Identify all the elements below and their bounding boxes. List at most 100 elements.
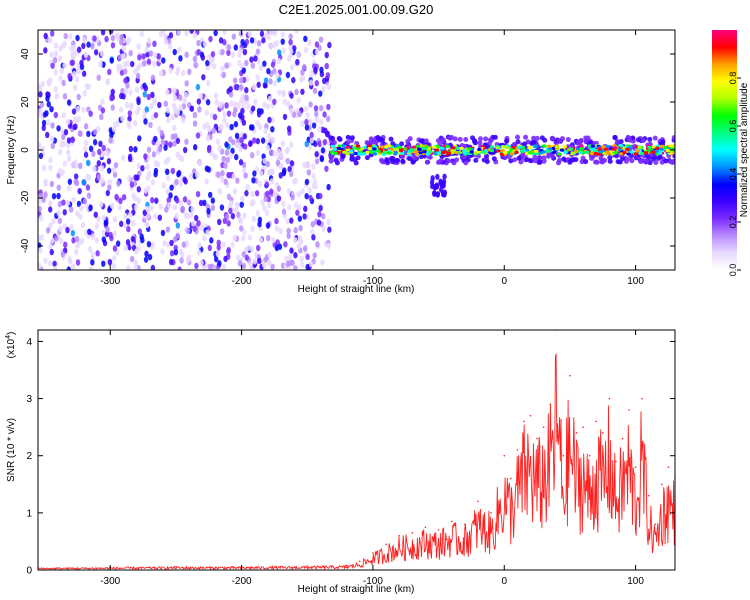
- heatmap-cell: [267, 251, 272, 258]
- heatmap-cell: [71, 196, 76, 204]
- heatmap-cell: [172, 140, 177, 147]
- heatmap-cell: [318, 90, 323, 97]
- heatmap-cell: [248, 140, 253, 147]
- heatmap-cell: [215, 250, 221, 258]
- heatmap-cell: [272, 98, 277, 106]
- heatmap-cell: [62, 209, 67, 216]
- heatmap-cell: [86, 192, 92, 199]
- heatmap-cell: [561, 156, 567, 162]
- snr-point: [569, 374, 571, 377]
- heatmap-cell: [326, 218, 331, 226]
- heatmap-cell: [75, 105, 81, 113]
- heatmap-cell: [45, 131, 50, 139]
- heatmap-cell: [255, 137, 261, 145]
- heatmap-cell: [320, 259, 325, 266]
- heatmap-cell: [66, 137, 72, 144]
- heatmap-cell: [157, 214, 163, 221]
- heatmap-cell: [107, 258, 113, 266]
- heatmap-cell: [297, 215, 303, 222]
- heatmap-cell: [38, 108, 43, 115]
- heatmap-cell: [435, 191, 441, 198]
- heatmap-cell: [304, 124, 310, 131]
- heatmap-cell: [255, 48, 261, 55]
- heatmap-cell: [52, 260, 57, 267]
- heatmap-cell: [139, 233, 144, 240]
- heatmap-cell: [313, 67, 318, 74]
- heatmap-cell: [114, 193, 119, 201]
- heatmap-cell: [663, 158, 669, 164]
- heatmap-cell: [144, 221, 150, 228]
- heatmap-cell: [270, 263, 275, 270]
- heatmap-cell: [199, 224, 205, 232]
- heatmap-cell: [533, 149, 539, 153]
- heatmap-cell: [299, 261, 305, 268]
- heatmap-cell: [118, 106, 124, 113]
- heatmap-cell: [446, 151, 452, 155]
- heatmap-cell: [48, 156, 53, 164]
- heatmap-cell: [66, 149, 71, 156]
- heatmap-cell: [41, 164, 47, 172]
- heatmap-cell: [489, 149, 495, 153]
- heatmap-cell: [210, 197, 216, 204]
- heatmap-cell: [101, 229, 106, 237]
- heatmap-cell: [311, 163, 316, 170]
- heatmap-cell: [614, 150, 619, 155]
- heatmap-cell: [70, 59, 76, 66]
- heatmap-cell: [579, 159, 585, 165]
- heatmap-cell: [67, 72, 72, 80]
- heatmap-cell: [317, 140, 322, 148]
- heatmap-cell: [175, 69, 180, 76]
- heatmap-cell: [285, 146, 291, 154]
- heatmap-cell: [508, 158, 514, 164]
- heatmap-cell: [318, 192, 323, 200]
- heatmap-cell: [112, 216, 117, 223]
- heatmap-cell: [146, 240, 152, 248]
- snr-point: [562, 454, 565, 457]
- heatmap-cell: [226, 246, 231, 254]
- heatmap-cell: [198, 93, 203, 100]
- heatmap-cell: [67, 255, 72, 263]
- heatmap-cell: [296, 50, 301, 58]
- heatmap-cell: [311, 234, 316, 241]
- heatmap-cell: [85, 159, 91, 167]
- heatmap-cell: [168, 32, 174, 39]
- heatmap-cell: [221, 263, 227, 270]
- heatmap-cell: [48, 222, 53, 229]
- heatmap-cell: [123, 212, 128, 220]
- heatmap-cell: [38, 143, 42, 150]
- heatmap-cell: [101, 144, 106, 152]
- heatmap-cell: [82, 89, 87, 97]
- spectrogram-ytick-label: 40: [20, 48, 31, 60]
- heatmap-cell: [100, 107, 106, 114]
- heatmap-cell: [57, 55, 63, 62]
- heatmap-cell: [319, 66, 324, 74]
- heatmap-cell: [250, 105, 256, 112]
- heatmap-cell: [272, 80, 278, 87]
- heatmap-cell: [451, 146, 456, 150]
- heatmap-cell: [70, 161, 75, 169]
- heatmap-cell: [324, 51, 329, 59]
- snr-xtick-label: -200: [232, 576, 252, 587]
- heatmap-cell: [289, 48, 294, 55]
- heatmap-cell: [129, 255, 135, 263]
- heatmap-cell: [261, 261, 267, 268]
- heatmap-cell: [239, 225, 244, 232]
- colorbar-tick-label: 0.8: [728, 72, 738, 85]
- heatmap-cell: [545, 149, 551, 153]
- heatmap-cell: [157, 101, 162, 109]
- heatmap-cell: [310, 228, 315, 236]
- snr-series-line: [38, 353, 675, 570]
- spectrogram-ytick-label: -20: [20, 190, 31, 205]
- heatmap-cell: [172, 236, 178, 243]
- heatmap-cell: [163, 38, 169, 45]
- heatmap-cell: [125, 218, 131, 225]
- heatmap-cell: [617, 148, 623, 152]
- heatmap-cell: [629, 158, 635, 164]
- heatmap-cell: [418, 138, 424, 144]
- heatmap-cell: [184, 51, 189, 58]
- heatmap-cell: [66, 155, 72, 162]
- heatmap-cell: [107, 68, 112, 76]
- heatmap-cell: [196, 249, 202, 256]
- heatmap-cell: [72, 70, 77, 78]
